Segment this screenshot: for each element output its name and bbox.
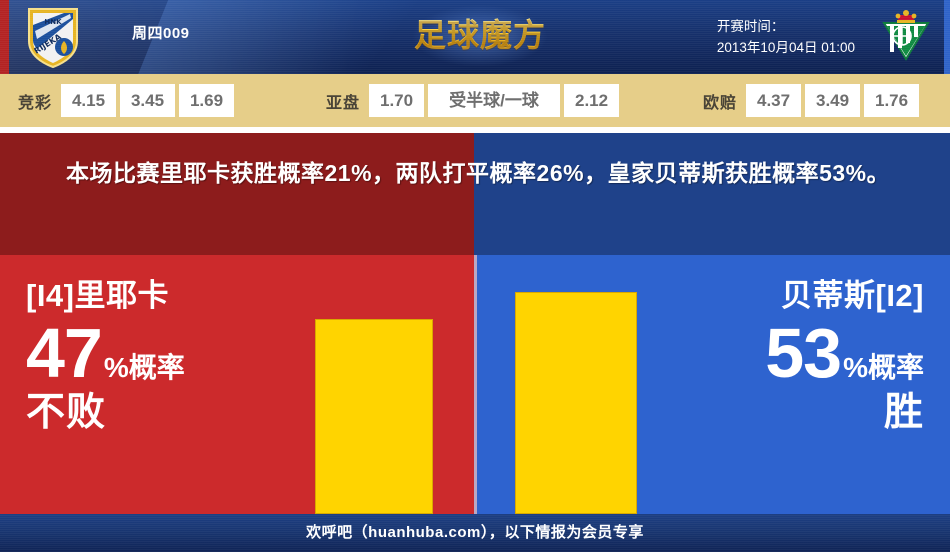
- site-logo: 足球魔方: [400, 4, 560, 68]
- odds-cell-home[interactable]: 1.70: [369, 84, 425, 117]
- bar-home-probability: [315, 319, 433, 514]
- odds-cell-handicap[interactable]: 受半球/一球: [428, 84, 561, 117]
- separator-gap: [0, 127, 950, 133]
- chart-divider: [474, 255, 477, 514]
- odds-cell-home[interactable]: 4.15: [61, 84, 117, 117]
- odds-group-label: 竞彩: [18, 94, 53, 112]
- bar-away-probability: [515, 292, 637, 514]
- home-percent-suffix: %概率: [103, 352, 185, 383]
- logo-glow: [410, 4, 550, 68]
- header-left-red-edge: [0, 0, 9, 74]
- away-percent-value: 53: [765, 314, 842, 392]
- probability-chart: [I4]里耶卡 47 %概率 不败 贝蒂斯[I2] 53 %概率 胜: [0, 255, 950, 514]
- home-stats-block: [I4]里耶卡 47 %概率 不败: [26, 277, 185, 435]
- home-team-name: [I4]里耶卡: [26, 278, 169, 313]
- away-stats-block: 贝蒂斯[I2] 53 %概率 胜: [765, 277, 924, 435]
- header-right-blue-edge: [944, 0, 950, 74]
- kickoff-label: 开赛时间：: [716, 19, 785, 34]
- away-verdict: 胜: [883, 391, 924, 434]
- svg-text:HNK: HNK: [44, 18, 62, 26]
- odds-group-label: 欧赔: [703, 94, 738, 112]
- away-percent-row: 53 %概率: [765, 317, 924, 389]
- kickoff-value: 2013年10月04日 01:00: [716, 40, 855, 55]
- odds-group-oupei: 欧赔 4.37 3.49 1.76: [703, 74, 923, 127]
- summary-text: 本场比赛里耶卡获胜概率21%，两队打平概率26%，皇家贝蒂斯获胜概率53%。: [66, 160, 891, 186]
- odds-cell-home[interactable]: 4.37: [746, 84, 802, 117]
- home-percent-value: 47: [26, 314, 103, 392]
- odds-cell-away[interactable]: 1.76: [864, 84, 920, 117]
- summary-banner: 本场比赛里耶卡获胜概率21%，两队打平概率26%，皇家贝蒂斯获胜概率53%。: [0, 133, 950, 255]
- banner-blue-half: [474, 133, 950, 255]
- home-team-badge-icon: HNK RIJEKA: [24, 5, 82, 69]
- footer-bar: 欢呼吧（huanhuba.com），以下情报为会员专享: [0, 514, 950, 552]
- logo-text: 足球魔方: [400, 12, 560, 58]
- odds-group-jingcai: 竞彩 4.15 3.45 1.69: [18, 74, 238, 127]
- odds-group-yapan: 亚盘 1.70 受半球/一球 2.12: [326, 74, 623, 127]
- odds-cell-draw[interactable]: 3.49: [805, 84, 861, 117]
- header-bar: HNK RIJEKA 周四009 足球魔方 开赛时间： 2013年10月04日 …: [0, 0, 950, 74]
- odds-bar: 竞彩 4.15 3.45 1.69 亚盘 1.70 受半球/一球 2.12 欧赔…: [0, 74, 950, 127]
- odds-cell-draw[interactable]: 3.45: [120, 84, 176, 117]
- match-number: 周四009: [132, 25, 190, 42]
- odds-group-label: 亚盘: [326, 94, 361, 112]
- away-team-badge-icon: [876, 7, 936, 67]
- away-team-name: 贝蒂斯[I2]: [781, 278, 924, 313]
- footer-text: 欢呼吧（huanhuba.com），以下情报为会员专享: [306, 524, 644, 541]
- odds-cell-away[interactable]: 2.12: [564, 84, 620, 117]
- banner-red-half: [0, 133, 474, 255]
- away-percent-suffix: %概率: [843, 352, 924, 383]
- home-percent-row: 47 %概率: [26, 317, 185, 389]
- kickoff-info: 开赛时间： 2013年10月04日 01:00: [717, 16, 855, 58]
- home-verdict: 不败: [26, 391, 107, 434]
- odds-cell-away[interactable]: 1.69: [179, 84, 235, 117]
